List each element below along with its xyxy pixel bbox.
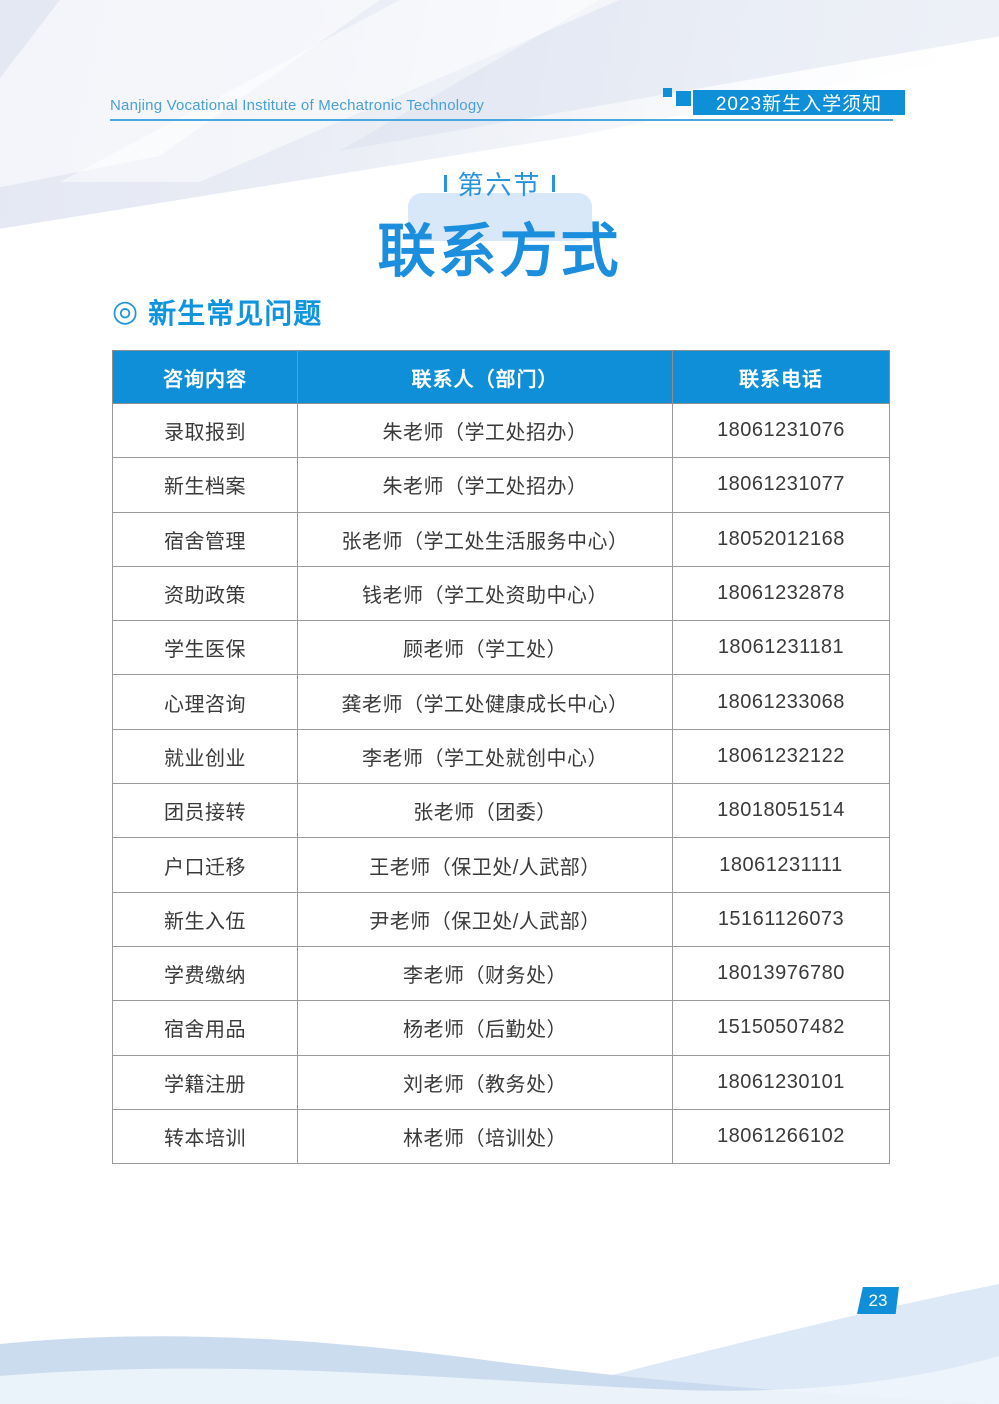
column-header-topic: 咨询内容 xyxy=(112,350,298,404)
contact-cell: 李老师（财务处） xyxy=(297,945,673,1002)
topic-cell: 户口迁移 xyxy=(112,837,298,893)
phone-cell: 18061233068 xyxy=(672,674,890,730)
contact-cell: 张老师（团委） xyxy=(297,783,673,839)
topic-cell: 心理咨询 xyxy=(112,674,298,730)
contact-cell: 顾老师（学工处） xyxy=(297,620,673,676)
contact-cell: 王老师（保卫处/人武部） xyxy=(297,837,673,893)
table-row: 转本培训 林老师（培训处） 18061266102 xyxy=(112,1108,890,1165)
subsection-heading: ◎ 新生常见问题 xyxy=(112,292,322,332)
contact-cell: 尹老师（保卫处/人武部） xyxy=(297,891,673,947)
phone-cell: 18052012168 xyxy=(672,511,890,567)
phone-cell: 18061232122 xyxy=(672,728,890,785)
topic-cell: 录取报到 xyxy=(112,402,298,459)
phone-cell: 18018051514 xyxy=(672,783,890,839)
contact-cell: 朱老师（学工处招办） xyxy=(297,457,673,513)
topic-cell: 学籍注册 xyxy=(112,1054,298,1110)
page-title: 联系方式 xyxy=(377,219,622,284)
year-notice-badge: 2023新生入学须知 xyxy=(693,90,905,115)
topic-cell: 资助政策 xyxy=(112,565,298,622)
title-highlight-rect xyxy=(408,193,592,241)
institute-name: Nanjing Vocational Institute of Mechatro… xyxy=(110,97,485,114)
phone-cell: 18061231076 xyxy=(672,402,890,459)
topic-cell: 学生医保 xyxy=(112,620,298,676)
contact-cell: 龚老师（学工处健康成长中心） xyxy=(297,674,673,730)
table-header-row: 咨询内容 联系人（部门） 联系电话 xyxy=(112,350,890,404)
contact-cell: 张老师（学工处生活服务中心） xyxy=(297,511,673,567)
phone-cell: 18061230101 xyxy=(672,1054,890,1110)
column-header-phone: 联系电话 xyxy=(672,350,890,404)
phone-cell: 18013976780 xyxy=(672,945,890,1002)
contact-cell: 钱老师（学工处资助中心） xyxy=(297,565,673,622)
section-title-block: 第六节 联系方式 xyxy=(0,165,999,288)
table-row: 学籍注册 刘老师（教务处） 18061230101 xyxy=(112,1054,890,1110)
table-row: 资助政策 钱老师（学工处资助中心） 18061232878 xyxy=(112,565,890,622)
contacts-table: 咨询内容 联系人（部门） 联系电话 录取报到 朱老师（学工处招办） 180612… xyxy=(112,350,890,1165)
column-header-contact: 联系人（部门） xyxy=(297,350,673,404)
phone-cell: 18061231181 xyxy=(672,620,890,676)
section-label-bar xyxy=(551,175,555,192)
table-row: 学生医保 顾老师（学工处） 18061231181 xyxy=(112,620,890,676)
badge-step-square-icon xyxy=(663,88,672,97)
table-row: 团员接转 张老师（团委） 18018051514 xyxy=(112,783,890,839)
topic-cell: 新生档案 xyxy=(112,457,298,513)
section-number-label: 第六节 xyxy=(444,165,555,202)
table-row: 户口迁移 王老师（保卫处/人武部） 18061231111 xyxy=(112,837,890,893)
topic-cell: 新生入伍 xyxy=(112,891,298,947)
bottom-wave-decoration xyxy=(0,1284,999,1404)
phone-cell: 18061232878 xyxy=(672,565,890,622)
badge-step-square-icon xyxy=(676,91,691,106)
double-circle-icon: ◎ xyxy=(112,295,139,328)
phone-cell: 18061231111 xyxy=(672,837,890,893)
contact-cell: 林老师（培训处） xyxy=(297,1108,673,1165)
contact-cell: 李老师（学工处就创中心） xyxy=(297,728,673,785)
phone-cell: 18061231077 xyxy=(672,457,890,513)
table-row: 宿舍管理 张老师（学工处生活服务中心） 18052012168 xyxy=(112,511,890,567)
header-divider-line xyxy=(110,119,893,121)
table-row: 心理咨询 龚老师（学工处健康成长中心） 18061233068 xyxy=(112,674,890,730)
contact-cell: 杨老师（后勤处） xyxy=(297,1000,673,1056)
section-label-bar xyxy=(444,175,448,192)
table-row: 录取报到 朱老师（学工处招办） 18061231076 xyxy=(112,402,890,459)
table-row: 学费缴纳 李老师（财务处） 18013976780 xyxy=(112,945,890,1002)
phone-cell: 18061266102 xyxy=(672,1108,890,1165)
subsection-heading-text: 新生常见问题 xyxy=(148,298,323,329)
contact-cell: 刘老师（教务处） xyxy=(297,1054,673,1110)
topic-cell: 转本培训 xyxy=(112,1108,298,1165)
section-number-text: 第六节 xyxy=(457,170,542,200)
table-row: 就业创业 李老师（学工处就创中心） 18061232122 xyxy=(112,728,890,785)
topic-cell: 宿舍管理 xyxy=(112,511,298,567)
contact-cell: 朱老师（学工处招办） xyxy=(297,402,673,459)
topic-cell: 学费缴纳 xyxy=(112,945,298,1002)
page-number-badge: 23 xyxy=(857,1287,899,1314)
phone-cell: 15161126073 xyxy=(672,891,890,947)
table-row: 新生入伍 尹老师（保卫处/人武部） 15161126073 xyxy=(112,891,890,947)
topic-cell: 就业创业 xyxy=(112,728,298,785)
table-row: 宿舍用品 杨老师（后勤处） 15150507482 xyxy=(112,1000,890,1056)
table-row: 新生档案 朱老师（学工处招办） 18061231077 xyxy=(112,457,890,513)
topic-cell: 宿舍用品 xyxy=(112,1000,298,1056)
topic-cell: 团员接转 xyxy=(112,783,298,839)
phone-cell: 15150507482 xyxy=(672,1000,890,1056)
